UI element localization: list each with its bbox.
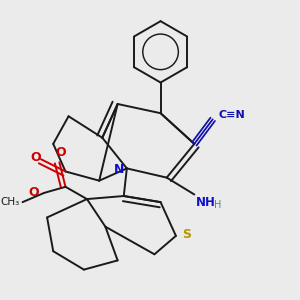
Text: NH: NH [196, 196, 216, 209]
Text: O: O [29, 186, 39, 199]
Text: C≡N: C≡N [219, 110, 246, 120]
Text: CH₃: CH₃ [0, 197, 20, 207]
Text: O: O [30, 151, 41, 164]
Text: S: S [182, 228, 191, 241]
Text: O: O [56, 146, 66, 159]
Text: H: H [214, 200, 222, 210]
Text: N: N [114, 164, 124, 176]
